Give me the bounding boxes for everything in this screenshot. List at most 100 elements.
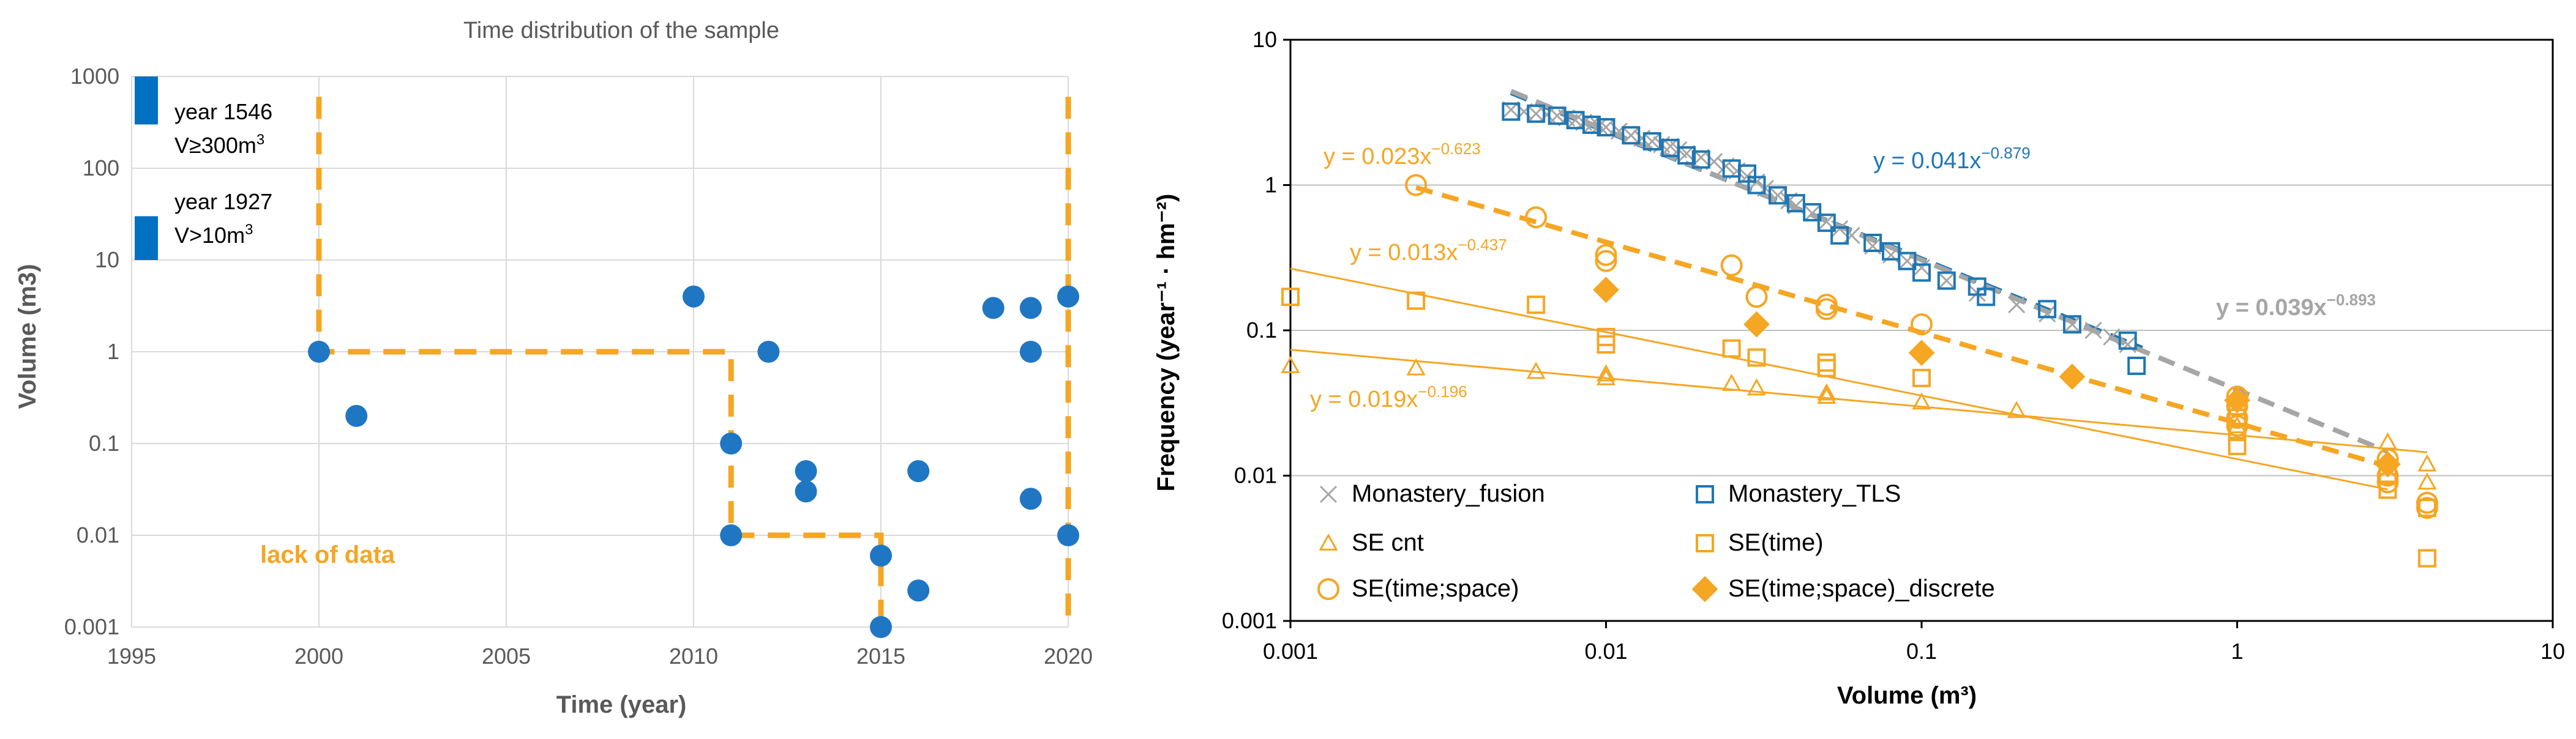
- marker-square: [2228, 408, 2247, 427]
- marker-circle: [1815, 298, 1838, 321]
- data-point: [907, 460, 930, 483]
- series-SE(time): [1281, 288, 2436, 568]
- marker-diamond: [2224, 387, 2250, 414]
- data-point: [757, 341, 780, 363]
- legend-label: SE(time): [1728, 529, 1824, 556]
- marker-square: [2378, 466, 2397, 485]
- marker-square: [1597, 117, 1616, 136]
- historic-bar: [135, 216, 158, 260]
- marker-x: [1643, 132, 1661, 150]
- fit-equation: y = 0.019x−0.196: [1310, 382, 1467, 412]
- marker-x: [1912, 259, 1931, 277]
- marker-square: [1968, 277, 1986, 296]
- series-SE(time;space): [1405, 174, 2438, 519]
- marker-x: [1582, 116, 1600, 134]
- marker-square: [1661, 138, 1680, 157]
- marker-square: [2118, 331, 2137, 350]
- y-axis-label: Frequency (year⁻¹ · hm⁻²): [1153, 194, 1180, 492]
- marker-circle: [2226, 385, 2248, 408]
- marker-triangle: [1817, 387, 1837, 404]
- marker-square: [1786, 194, 1805, 213]
- marker-x: [2008, 296, 2026, 314]
- marker-x: [1738, 168, 1756, 185]
- data-point: [795, 460, 817, 483]
- marker-square: [1527, 295, 1546, 314]
- data-point: [795, 480, 817, 503]
- marker-x: [1610, 122, 1628, 140]
- fit-line: [1510, 89, 2389, 455]
- y-tick-label: 0.01: [77, 522, 119, 548]
- x-tick-label: 10: [2540, 639, 2565, 664]
- marker-x: [1319, 485, 1338, 503]
- y-tick-label: 1: [1265, 173, 1277, 198]
- bar-year-label: year 1546: [174, 99, 272, 124]
- marker-x: [1527, 105, 1545, 122]
- data-point: [1057, 524, 1079, 546]
- marker-x: [1705, 153, 1723, 171]
- y-axis-label: Volume (m3): [14, 264, 41, 409]
- marker-square: [1912, 263, 1931, 282]
- marker-x: [1756, 179, 1774, 197]
- marker-x: [1748, 173, 1765, 191]
- fit-equation: y = 0.041x−0.879: [1873, 144, 2031, 174]
- data-point: [1057, 285, 1079, 308]
- marker-square: [1527, 104, 1546, 123]
- marker-triangle: [1526, 362, 1546, 379]
- marker-triangle: [1912, 392, 1931, 410]
- marker-square: [1747, 176, 1766, 195]
- y-tick-label: 1000: [70, 64, 119, 89]
- marker-square: [1977, 288, 1996, 306]
- y-tick-label: 1: [107, 339, 119, 364]
- marker-circle: [1525, 206, 1548, 229]
- marker-x: [1780, 192, 1798, 210]
- y-tick-label: 10: [95, 247, 119, 272]
- marker-x: [1575, 113, 1593, 132]
- marker-square: [1817, 214, 1836, 232]
- marker-square: [1622, 126, 1641, 145]
- marker-x: [1661, 137, 1679, 155]
- fit-lines: [1290, 89, 2427, 491]
- marker-square: [2038, 300, 2057, 319]
- marker-x: [1843, 226, 1860, 244]
- marker-square: [1642, 132, 1661, 151]
- marker-x: [1538, 106, 1556, 124]
- marker-triangle: [2378, 432, 2398, 450]
- marker-square: [1597, 327, 1616, 346]
- x-tick-label: 0.1: [1906, 639, 1937, 664]
- marker-square: [1912, 368, 1931, 387]
- marker-circle: [2226, 406, 2248, 429]
- marker-circle: [2376, 471, 2399, 494]
- time-distribution-chart: Time distribution of the sample 1995 2000…: [14, 18, 1093, 718]
- marker-x: [1597, 118, 1615, 136]
- fit-equation: y = 0.013x−0.437: [1350, 236, 1507, 266]
- marker-triangle: [1319, 533, 1338, 551]
- marker-square: [1548, 106, 1567, 125]
- marker-triangle: [1596, 364, 1616, 382]
- series-Monastery_TLS: [1502, 102, 2146, 375]
- marker-circle: [2226, 415, 2248, 437]
- marker-circle: [1911, 313, 1933, 336]
- data-point: [870, 544, 892, 567]
- marker-square: [2228, 423, 2247, 442]
- marker-square: [1882, 242, 1901, 261]
- y-tick-label: 0.01: [1234, 463, 1277, 488]
- marker-square: [2228, 397, 2247, 416]
- tick-labels: 0.001 0.01 0.1 1 10 0.001 0.01 0.1 1 10: [1222, 27, 2565, 664]
- series-SE cnt: [1281, 355, 2437, 490]
- marker-x: [1548, 107, 1566, 125]
- plot-border: [1289, 39, 2554, 622]
- x-tick-label: 0.001: [1263, 639, 1318, 664]
- marker-x: [1864, 237, 1882, 255]
- legend-label: SE(time;space): [1352, 575, 1519, 602]
- y-tick-label: 0.001: [64, 614, 119, 639]
- x-tick-label: 2005: [482, 644, 531, 669]
- marker-x: [1670, 141, 1688, 158]
- data-point: [870, 616, 892, 638]
- y-tick-label: 0.1: [89, 431, 119, 456]
- dashed-path-line: [316, 97, 884, 627]
- fit-equation: y = 0.039x−0.893: [2216, 291, 2376, 321]
- series-SE(time;space)_discrete: [1593, 277, 2401, 478]
- marker-square: [1407, 291, 1426, 310]
- marker-square: [1722, 339, 1741, 358]
- marker-square: [1502, 102, 1521, 121]
